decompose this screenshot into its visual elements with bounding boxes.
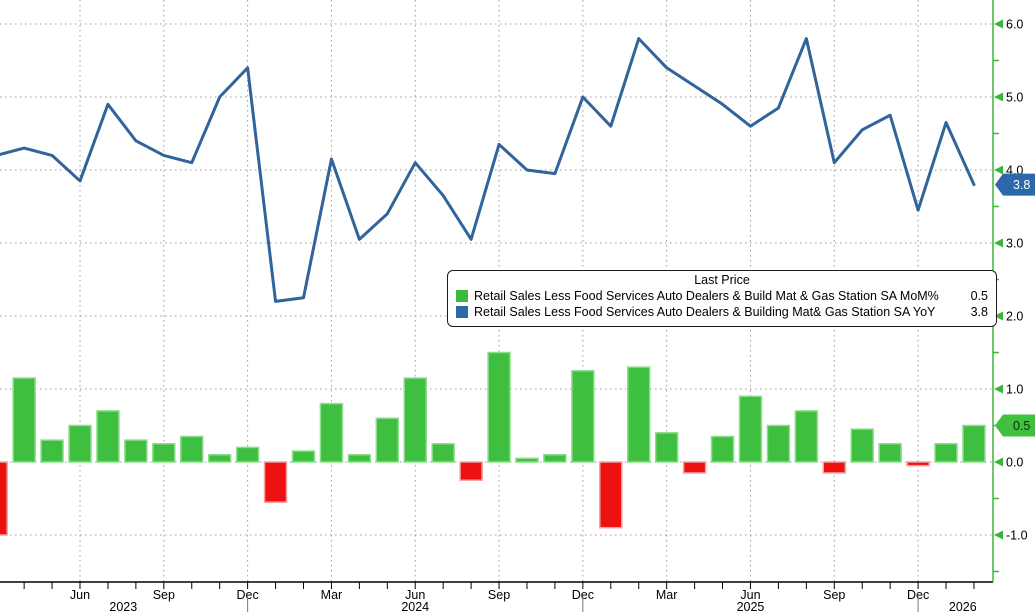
- x-tick-label: Mar: [656, 588, 678, 602]
- year-label: 2025: [737, 600, 765, 612]
- x-tick-label: Jun: [405, 588, 425, 602]
- year-label: 2024: [401, 600, 429, 612]
- mom-bar: [654, 432, 679, 463]
- legend-title: Last Price: [694, 273, 750, 287]
- mom-bar: [599, 461, 623, 529]
- mom-bar: [850, 428, 874, 463]
- mom-bar: [403, 377, 427, 463]
- last-price-badges: 3.8 0.5: [995, 173, 1035, 437]
- mom-bar: [822, 461, 847, 474]
- mom-bar: [543, 453, 567, 463]
- y-tick-arrow-icon: [994, 384, 1003, 394]
- legend-row-yoy[interactable]: Retail Sales Less Food Services Auto Dea…: [456, 304, 988, 320]
- y-tick-label: 6.0: [1006, 18, 1023, 32]
- x-tick-label: Sep: [153, 588, 175, 602]
- mom-bar: [571, 370, 595, 463]
- year-label: 2023: [109, 600, 137, 612]
- y-tick-label: 2.0: [1006, 310, 1023, 324]
- yoy-line: [0, 37, 976, 303]
- y-tick-arrow-icon: [994, 457, 1003, 467]
- y-tick-arrow-icon: [994, 311, 1003, 321]
- mom-bar: [40, 439, 64, 463]
- y-tick-label: 1.0: [1006, 383, 1023, 397]
- mom-bar: [0, 461, 8, 536]
- mom-bars-group: [0, 351, 986, 536]
- yoy-polyline: [0, 37, 976, 303]
- last-price-badge-value: 3.8: [1013, 178, 1030, 192]
- legend-row-mom[interactable]: Retail Sales Less Food Services Auto Dea…: [456, 288, 988, 304]
- mom-bar: [682, 461, 707, 474]
- x-tick-label: Jun: [70, 588, 90, 602]
- last-price-badge: [995, 414, 1035, 437]
- mom-bar: [710, 435, 735, 463]
- mom-bar: [319, 402, 344, 463]
- mom-bar: [934, 443, 958, 463]
- y-tick-arrow-icon: [994, 165, 1003, 175]
- y-tick-label: 0.0: [1006, 456, 1023, 470]
- y-tick-arrow-icon: [994, 92, 1003, 102]
- mom-bar: [291, 450, 316, 463]
- x-tick-label: Sep: [488, 588, 510, 602]
- mom-bar: [459, 461, 483, 481]
- mom-bar: [878, 443, 902, 463]
- y-tick-label: -1.0: [1006, 529, 1028, 543]
- x-tick-label: Jun: [740, 588, 760, 602]
- y-tick-arrow-icon: [994, 19, 1003, 29]
- mom-bar: [263, 461, 288, 503]
- mom-bar: [207, 453, 232, 463]
- mom-bar: [431, 443, 455, 463]
- mom-bar: [906, 461, 930, 467]
- mom-bar: [626, 366, 651, 463]
- y-tick-arrow-icon: [994, 238, 1003, 248]
- legend-box[interactable]: Last Price Retail Sales Less Food Servic…: [447, 270, 997, 327]
- mom-bar: [180, 435, 204, 463]
- last-price-badge-value: 0.5: [1013, 419, 1030, 433]
- mom-bar: [515, 457, 539, 463]
- legend-value-mom: 0.5: [970, 289, 988, 303]
- y-tick-label: 3.0: [1006, 237, 1023, 251]
- year-label: 2026: [949, 600, 977, 612]
- legend-label-yoy: Retail Sales Less Food Services Auto Dea…: [474, 305, 936, 319]
- mom-bar: [375, 417, 400, 463]
- x-tick-label: Sep: [823, 588, 845, 602]
- mom-bar: [766, 424, 791, 463]
- x-tick-label: Mar: [321, 588, 343, 602]
- mom-bar: [96, 410, 120, 463]
- y-tick-arrow-icon: [994, 530, 1003, 540]
- right-axis[interactable]: 6.05.04.03.02.01.00.0-1.0: [992, 0, 1028, 582]
- mom-bar: [347, 453, 372, 463]
- last-price-badge: [995, 173, 1035, 196]
- mom-bar: [124, 439, 148, 463]
- legend-label-mom: Retail Sales Less Food Services Auto Dea…: [474, 289, 939, 303]
- mom-bar: [12, 377, 36, 463]
- mom-series-swatch-icon: [456, 290, 468, 302]
- mom-bar: [487, 351, 511, 463]
- mom-bar: [152, 443, 176, 463]
- mom-bar: [235, 446, 260, 463]
- legend-value-yoy: 3.8: [970, 305, 988, 319]
- mom-bar: [962, 424, 986, 463]
- mom-bar: [794, 410, 819, 463]
- mom-bar: [68, 424, 92, 463]
- yoy-series-swatch-icon: [456, 306, 468, 318]
- mom-bar: [738, 395, 763, 463]
- y-tick-label: 5.0: [1006, 91, 1023, 105]
